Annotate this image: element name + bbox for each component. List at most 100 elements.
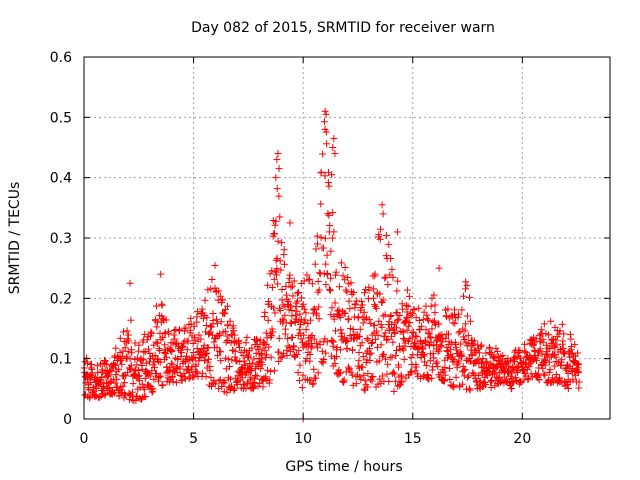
data-point [559, 337, 567, 345]
data-point [217, 348, 225, 356]
data-point [269, 328, 277, 336]
data-point [272, 217, 280, 225]
data-point [387, 254, 395, 262]
data-point [177, 349, 185, 357]
data-point [295, 288, 303, 296]
data-point [419, 316, 427, 324]
data-point [133, 361, 141, 369]
data-point [459, 362, 467, 370]
data-point [392, 352, 400, 360]
data-point [381, 355, 389, 363]
data-point [286, 343, 294, 351]
data-point [248, 366, 256, 374]
data-point [440, 368, 448, 376]
data-point [300, 305, 308, 313]
data-point [415, 304, 423, 312]
data-point [247, 373, 255, 381]
data-point [359, 363, 367, 371]
data-point [349, 326, 357, 334]
data-point [405, 322, 413, 330]
data-point [329, 144, 337, 151]
data-point [298, 384, 306, 392]
data-point [435, 320, 443, 328]
data-point [157, 270, 165, 278]
data-point [253, 335, 261, 343]
data-point [308, 342, 316, 350]
data-point [392, 324, 400, 332]
data-point [258, 361, 266, 369]
data-point [267, 333, 275, 341]
data-point [293, 289, 301, 297]
data-point [358, 301, 366, 309]
data-point [337, 332, 345, 340]
data-point [272, 174, 280, 182]
data-point [339, 272, 347, 280]
data-point [575, 378, 583, 386]
data-point [309, 380, 317, 388]
data-point [540, 370, 548, 378]
data-point [116, 348, 124, 356]
data-point [165, 330, 173, 338]
data-point [423, 311, 431, 319]
data-point [289, 292, 297, 300]
data-point [344, 316, 352, 324]
data-point [540, 320, 548, 328]
data-point [122, 372, 130, 380]
data-point [299, 371, 307, 379]
data-point [105, 385, 113, 393]
data-point [102, 357, 110, 365]
data-point [385, 240, 393, 248]
data-point [322, 110, 330, 118]
data-point [515, 363, 523, 371]
data-point [292, 311, 300, 319]
data-point [292, 303, 300, 311]
data-point [284, 335, 292, 343]
data-point [376, 290, 384, 298]
data-point [480, 382, 488, 390]
data-point [320, 244, 328, 252]
data-point [189, 371, 197, 379]
data-point [139, 356, 147, 364]
data-point [164, 374, 172, 382]
data-point [208, 323, 216, 331]
data-point [441, 364, 449, 372]
data-point [516, 346, 524, 354]
data-point [202, 322, 210, 330]
data-point [567, 335, 575, 343]
data-point [236, 358, 244, 366]
data-point [450, 356, 458, 364]
data-point [383, 336, 391, 344]
data-point [273, 265, 281, 273]
data-point [363, 356, 371, 364]
data-point [416, 326, 424, 334]
data-point [321, 125, 329, 133]
data-point [212, 380, 220, 388]
data-point [313, 311, 321, 319]
data-point [337, 259, 345, 267]
data-point [145, 370, 153, 378]
data-point [286, 271, 294, 279]
data-point [403, 286, 411, 294]
data-point [469, 340, 477, 348]
data-point [268, 267, 276, 275]
data-point [535, 348, 543, 356]
data-point [424, 375, 432, 383]
data-point [115, 365, 123, 373]
data-point [185, 374, 193, 382]
x-tick-label: 15 [404, 431, 422, 447]
data-point [393, 317, 401, 325]
data-point [250, 383, 258, 391]
data-point [315, 303, 323, 311]
data-point [574, 349, 582, 357]
data-point [146, 372, 154, 380]
data-point [122, 353, 130, 361]
data-point [394, 277, 402, 285]
data-point [135, 347, 143, 355]
data-point [198, 305, 206, 313]
data-point [458, 352, 466, 360]
data-point [387, 332, 395, 340]
data-point [382, 232, 390, 240]
data-point [199, 314, 207, 322]
data-point [138, 380, 146, 388]
data-point [473, 356, 481, 364]
